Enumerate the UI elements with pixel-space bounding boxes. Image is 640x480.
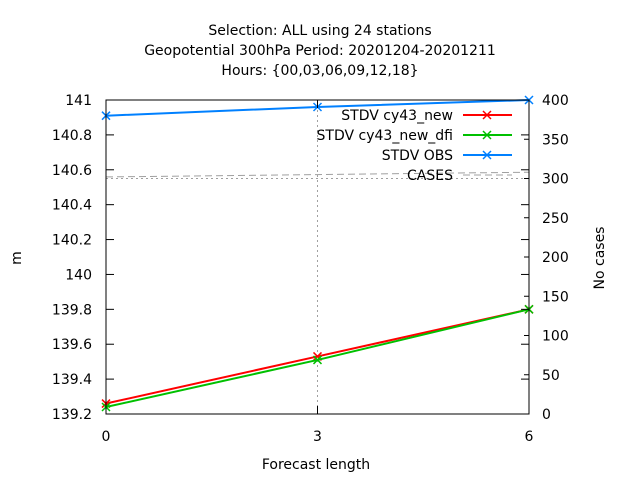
chart-title: Selection: ALL using 24 stations Geopoten… — [144, 23, 496, 79]
x-tick-label: 6 — [525, 429, 534, 445]
chart-title-line: Selection: ALL using 24 stations — [208, 23, 431, 39]
grid — [106, 100, 529, 414]
legend-label: STDV cy43_new — [341, 108, 453, 124]
series-line-3 — [105, 171, 530, 178]
data-point — [482, 150, 492, 160]
x-tick-label: 3 — [313, 429, 322, 445]
legend-label: STDV OBS — [382, 148, 453, 164]
y-tick-label: 140.8 — [52, 128, 92, 144]
x-tick-label: 0 — [102, 429, 111, 445]
chart-title-line: Geopotential 300hPa Period: 20201204-202… — [144, 43, 496, 59]
y-tick-label: 139.4 — [52, 372, 92, 388]
y-tick-label: 141 — [65, 93, 92, 109]
data-point — [312, 355, 323, 365]
legend-label: CASES — [407, 168, 453, 184]
chart-title-line: Hours: {00,03,06,09,12,18} — [221, 63, 418, 79]
y-axis-label: m — [9, 251, 25, 265]
y-tick-label: 140.4 — [52, 198, 92, 214]
y-tick-label: 139.2 — [52, 407, 92, 423]
y2-tick-label: 50 — [542, 368, 560, 384]
y2-tick-label: 100 — [542, 329, 569, 345]
y-tick-label: 140.6 — [52, 163, 92, 179]
data-point — [482, 130, 492, 140]
y2-tick-label: 250 — [542, 211, 569, 227]
y-tick-label: 140.2 — [52, 233, 92, 249]
y2-tick-label: 350 — [542, 132, 569, 148]
y-tick-label: 140 — [65, 267, 92, 283]
y-axis: 139.2 139.4 139.6 139.8 140 140.2 140.4 140.6 14… — [52, 93, 529, 423]
y2-axis: 0 50 100 150 200 250 300 350 400 — [524, 93, 569, 423]
y2-axis-label: No cases — [592, 227, 608, 290]
y-tick-label: 139.6 — [52, 337, 92, 353]
y2-tick-label: 150 — [542, 289, 569, 305]
y-tick-label: 139.8 — [52, 302, 92, 318]
data-point — [482, 110, 492, 120]
y2-tick-label: 400 — [542, 93, 569, 109]
legend-label: STDV cy43_new_dfi — [317, 128, 453, 144]
series-line-1 — [105, 308, 530, 408]
y2-tick-label: 0 — [542, 407, 551, 423]
y2-tick-label: 200 — [542, 250, 569, 266]
x-axis-label: Forecast length — [262, 457, 370, 473]
y2-tick-label: 300 — [542, 172, 569, 188]
legend: STDV cy43_new STDV cy43_new_dfi STDV OBS CA… — [317, 108, 512, 184]
x-axis: 0 3 6 — [102, 100, 534, 445]
